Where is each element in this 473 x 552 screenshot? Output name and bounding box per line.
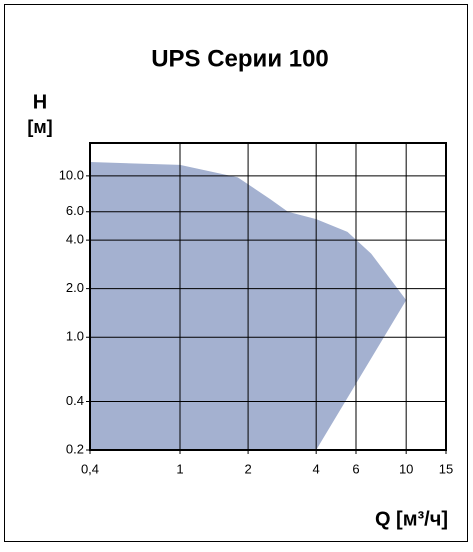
y-axis-label: H — [33, 91, 47, 113]
x-tick-label: 4 — [313, 461, 320, 476]
frame — [4, 4, 468, 542]
x-tick-label: 6 — [352, 461, 359, 476]
x-tick-label: 0,4 — [81, 461, 99, 476]
y-tick-label: 0.2 — [66, 441, 84, 456]
x-tick-label: 1 — [176, 461, 183, 476]
y-tick-label: 6.0 — [66, 203, 84, 218]
y-tick-label: 10.0 — [59, 167, 84, 182]
x-tick-label: 10 — [399, 461, 413, 476]
y-tick-label: 2.0 — [66, 280, 84, 295]
chart-title: UPS Серии 100 — [151, 45, 329, 72]
plot-frame — [89, 142, 447, 451]
y-tick-label: 1.0 — [66, 329, 84, 344]
y-tick-label: 0.4 — [66, 393, 84, 408]
y-axis-unit: [м] — [27, 117, 52, 137]
x-tick-label: 15 — [439, 461, 453, 476]
x-axis-label: Q [м³/ч] — [375, 508, 448, 530]
x-tick-label: 2 — [244, 461, 251, 476]
y-tick-label: 4.0 — [66, 232, 84, 247]
